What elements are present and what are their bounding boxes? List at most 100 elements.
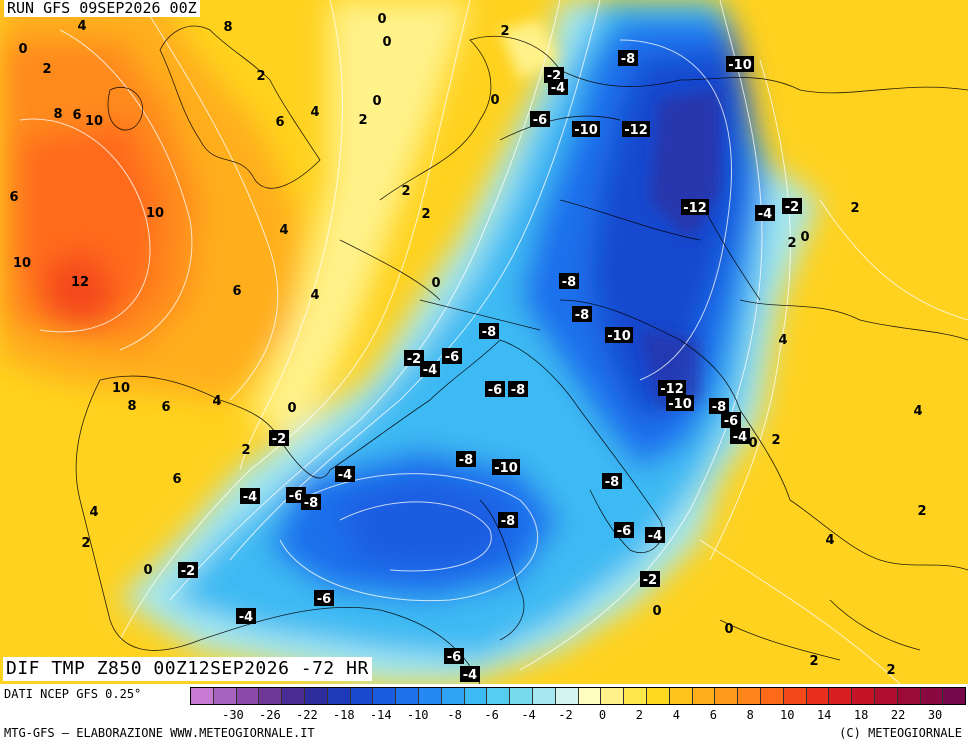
contour-label: 2 xyxy=(500,24,509,39)
svg-text:2: 2 xyxy=(771,433,780,448)
svg-text:-2: -2 xyxy=(272,432,286,447)
svg-text:4: 4 xyxy=(89,505,98,520)
contour-label: -6 xyxy=(444,648,464,665)
contour-label: 2 xyxy=(81,536,90,551)
color-scale-swatch xyxy=(350,688,374,704)
svg-text:6: 6 xyxy=(172,472,181,487)
svg-text:4: 4 xyxy=(77,19,86,34)
svg-text:4: 4 xyxy=(279,223,288,238)
color-scale-label: -2 xyxy=(558,708,573,722)
svg-text:2: 2 xyxy=(256,69,265,84)
svg-text:6: 6 xyxy=(232,284,241,299)
color-scale-label: -8 xyxy=(447,708,462,722)
contour-label: -8 xyxy=(456,451,476,468)
svg-text:-6: -6 xyxy=(617,524,631,539)
color-scale-swatch xyxy=(191,688,214,704)
svg-text:-8: -8 xyxy=(562,275,576,290)
color-scale-swatch xyxy=(555,688,579,704)
svg-text:0: 0 xyxy=(18,42,27,57)
contour-label: -4 xyxy=(460,666,480,683)
contour-label: -6 xyxy=(721,412,741,429)
contour-label: -8 xyxy=(572,306,592,323)
contour-label: 6 xyxy=(232,284,241,299)
contour-label: 0 xyxy=(652,604,661,619)
svg-text:4: 4 xyxy=(310,105,319,120)
svg-text:4: 4 xyxy=(913,404,922,419)
svg-text:-6: -6 xyxy=(724,414,738,429)
svg-text:-12: -12 xyxy=(624,123,648,138)
color-scale-swatch xyxy=(760,688,784,704)
svg-text:6: 6 xyxy=(9,190,18,205)
contour-label: -4 xyxy=(755,205,775,222)
svg-text:2: 2 xyxy=(358,113,367,128)
svg-text:12: 12 xyxy=(71,275,89,290)
contour-label: 2 xyxy=(771,433,780,448)
contour-label: 4 xyxy=(212,394,221,409)
contour-label: -8 xyxy=(301,494,321,511)
contour-label: 10 xyxy=(13,256,31,271)
contour-label: 0 xyxy=(724,622,733,637)
contour-label: -12 xyxy=(658,380,686,397)
contour-label: 4 xyxy=(279,223,288,238)
contour-label: 6 xyxy=(9,190,18,205)
contour-label: -8 xyxy=(479,323,499,340)
color-scale-swatch xyxy=(897,688,921,704)
contour-label: -8 xyxy=(498,512,518,529)
svg-text:2: 2 xyxy=(917,504,926,519)
svg-text:0: 0 xyxy=(377,12,386,27)
contour-label: 6 xyxy=(275,115,284,130)
svg-text:-8: -8 xyxy=(304,496,318,511)
svg-text:2: 2 xyxy=(401,184,410,199)
contour-label: -8 xyxy=(508,381,528,398)
contour-label: 0 xyxy=(490,93,499,108)
color-scale-label: 0 xyxy=(598,708,607,722)
contour-label: 2 xyxy=(256,69,265,84)
contour-label: -10 xyxy=(605,327,633,344)
color-scale-label: -6 xyxy=(484,708,499,722)
svg-text:4: 4 xyxy=(778,333,787,348)
svg-text:-10: -10 xyxy=(668,397,692,412)
svg-text:2: 2 xyxy=(886,663,895,678)
svg-text:4: 4 xyxy=(825,533,834,548)
contour-label: -4 xyxy=(335,466,355,483)
svg-text:-4: -4 xyxy=(243,490,257,505)
contour-label: 4 xyxy=(310,105,319,120)
elaboration-credit: MTG-GFS — ELABORAZIONE WWW.METEOGIORNALE… xyxy=(4,726,315,740)
color-scale-labels: -30 -26 -22 -18 -14 -10 -8 -6 -4 -2 0 2 4 6 8 10 14 18 22 3… xyxy=(190,708,966,722)
contour-label: -2 xyxy=(782,198,802,215)
svg-text:8: 8 xyxy=(53,107,62,122)
svg-text:2: 2 xyxy=(809,654,818,669)
contour-label: -2 xyxy=(640,571,660,588)
map-title: DIF TMP Z850 00Z12SEP2026 -72 HR xyxy=(3,657,372,681)
contour-label: -4 xyxy=(548,79,568,96)
svg-text:-6: -6 xyxy=(289,489,303,504)
contour-label: -4 xyxy=(645,527,665,544)
svg-text:0: 0 xyxy=(431,276,440,291)
svg-text:6: 6 xyxy=(161,400,170,415)
svg-text:8: 8 xyxy=(127,399,136,414)
svg-text:2: 2 xyxy=(850,201,859,216)
contour-label: -8 xyxy=(709,398,729,415)
contour-label: 10 xyxy=(112,381,130,396)
svg-text:8: 8 xyxy=(223,20,232,35)
contour-label: -8 xyxy=(602,473,622,490)
contour-label: -2 xyxy=(269,430,289,447)
copyright-label: (C) METEOGIORNALE xyxy=(839,726,962,740)
contour-label: -6 xyxy=(442,348,462,365)
data-source-label: DATI NCEP GFS 0.25° xyxy=(4,687,142,701)
contour-label: 10 xyxy=(85,114,103,129)
svg-text:-4: -4 xyxy=(648,529,662,544)
color-scale-swatch xyxy=(282,688,305,704)
color-scale-swatch xyxy=(829,688,853,704)
contour-label: 0 xyxy=(431,276,440,291)
svg-text:0: 0 xyxy=(287,401,296,416)
color-scale-label: 18 xyxy=(853,708,869,722)
svg-text:6: 6 xyxy=(72,108,81,123)
color-scale-swatch xyxy=(304,688,328,704)
contour-label: -12 xyxy=(681,199,709,216)
svg-text:10: 10 xyxy=(112,381,130,396)
svg-text:4: 4 xyxy=(310,288,319,303)
svg-text:-6: -6 xyxy=(488,383,502,398)
